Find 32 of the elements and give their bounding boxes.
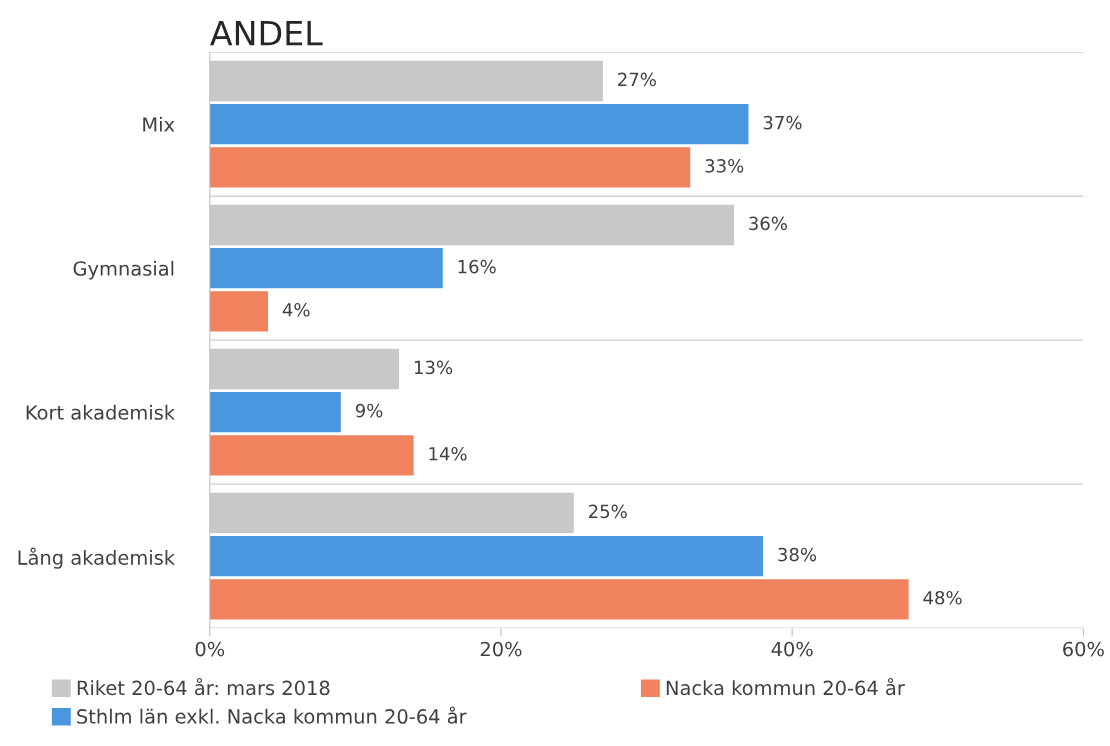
data-label: 38% [778, 547, 817, 562]
legend-label: Nacka kommun 20-64 år [666, 677, 905, 696]
bar [209, 535, 764, 577]
data-label: 25% [588, 504, 627, 519]
legend-label: Sthlm län exkl. Nacka kommun 20-64 år [77, 706, 467, 724]
y-tick-label: Mix [143, 116, 175, 132]
bar [209, 392, 341, 433]
data-label: 9% [355, 403, 383, 418]
data-label: 13% [414, 360, 453, 375]
bar [209, 435, 414, 476]
x-tick-label: 40% [771, 641, 813, 657]
x-tick-label: 60% [1063, 641, 1104, 657]
data-label: 27% [618, 72, 656, 87]
bar [209, 579, 909, 620]
y-tick-label: Kort akademisk [26, 404, 176, 420]
x-tick-label: 20% [480, 641, 522, 657]
legend-label: Riket 20-64 år: mars 2018 [77, 677, 330, 696]
bar [209, 248, 443, 289]
data-label: 36% [749, 216, 787, 231]
data-label: 33% [705, 158, 744, 173]
y-tick-label: Gymnasial [73, 260, 174, 280]
data-label: 48% [923, 590, 962, 605]
data-label: 37% [763, 115, 802, 130]
y-tick-label: Lång akademisk [18, 547, 176, 569]
bar [209, 147, 691, 188]
chart-title: ANDEL [210, 20, 323, 46]
data-label: 16% [458, 259, 496, 274]
bar [209, 104, 749, 145]
bar [209, 291, 269, 332]
x-tick-label: 0% [195, 641, 225, 657]
data-label: 4% [282, 302, 310, 317]
data-label: 14% [429, 446, 467, 461]
